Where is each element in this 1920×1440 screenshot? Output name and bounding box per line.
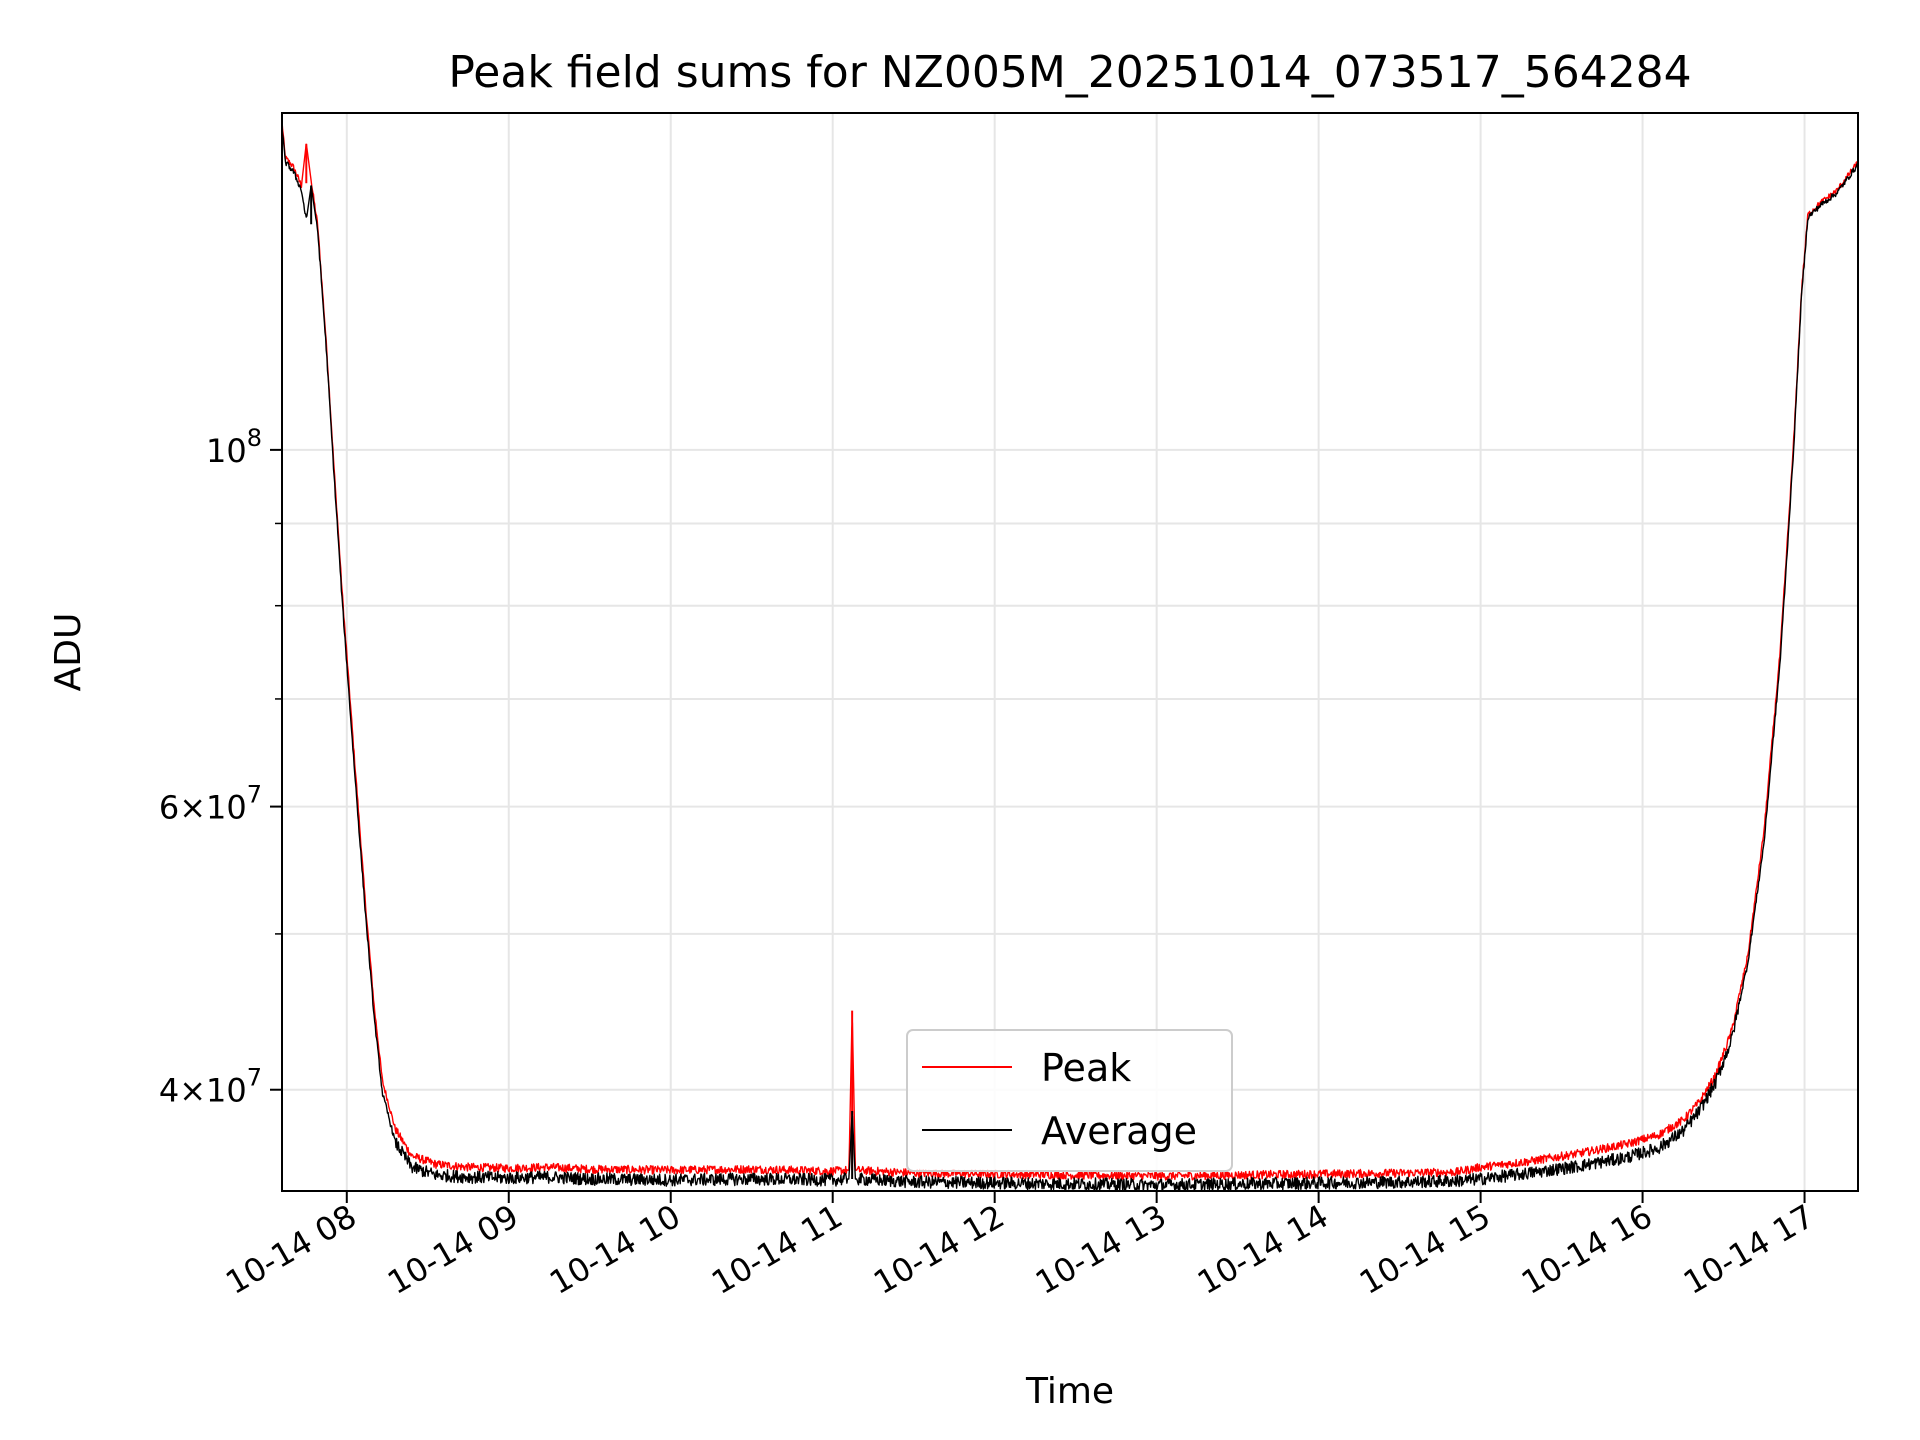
- legend-label-peak: Peak: [1041, 1046, 1131, 1090]
- series-line-peak: [281, 120, 1859, 1181]
- series-line-average: [281, 127, 1859, 1192]
- grid: [282, 113, 1858, 1191]
- legend-box: [906, 1029, 1233, 1172]
- y-tick-times: ×: [179, 789, 206, 827]
- legend-label-average: Average: [1041, 1109, 1197, 1153]
- y-tick-exponent: 7: [247, 781, 262, 809]
- y-tick-label: 6×107: [159, 781, 262, 827]
- y-tick-times: ×: [179, 1072, 206, 1110]
- legend: Peak Average: [906, 1029, 1233, 1172]
- y-axis-label: ADU: [48, 613, 89, 692]
- plot-frame: [281, 112, 1859, 1192]
- y-tick-base: 10: [206, 432, 247, 470]
- y-tick-mantissa: 4: [159, 1072, 179, 1110]
- y-tick-exponent: 8: [247, 424, 262, 452]
- x-axis-label: Time: [1025, 1371, 1114, 1412]
- y-tick-label: 4×107: [159, 1064, 262, 1110]
- y-tick-exponent: 7: [247, 1064, 262, 1092]
- chart-title: Peak field sums for NZ005M_20251014_0735…: [448, 47, 1691, 98]
- series-layer: [281, 120, 1859, 1192]
- y-tick-base: 10: [206, 1072, 247, 1110]
- y-tick-label: 108: [206, 424, 262, 470]
- y-tick-mantissa: 6: [159, 789, 179, 827]
- y-tick-base: 10: [206, 789, 247, 827]
